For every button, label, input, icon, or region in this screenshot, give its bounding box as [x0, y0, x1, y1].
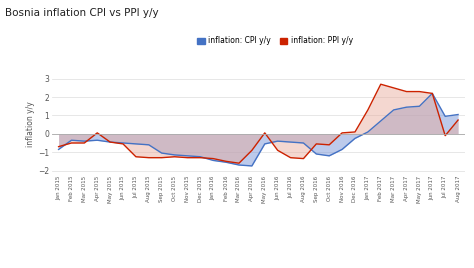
inflation: CPI y/y: (15, -1.75): CPI y/y: (15, -1.75): [249, 164, 255, 168]
inflation: PPI y/y: (28, 2.3): PPI y/y: (28, 2.3): [417, 90, 422, 93]
inflation: CPI y/y: (10, -1.2): CPI y/y: (10, -1.2): [184, 154, 190, 157]
inflation: CPI y/y: (5, -0.5): CPI y/y: (5, -0.5): [120, 142, 126, 145]
inflation: PPI y/y: (31, 0.75): PPI y/y: (31, 0.75): [455, 118, 461, 122]
inflation: CPI y/y: (30, 0.95): CPI y/y: (30, 0.95): [442, 115, 448, 118]
inflation: PPI y/y: (2, -0.5): PPI y/y: (2, -0.5): [82, 142, 87, 145]
inflation: PPI y/y: (7, -1.3): PPI y/y: (7, -1.3): [146, 156, 152, 159]
inflation: CPI y/y: (12, -1.45): CPI y/y: (12, -1.45): [210, 159, 216, 162]
inflation: PPI y/y: (4, -0.45): PPI y/y: (4, -0.45): [107, 140, 113, 144]
inflation: CPI y/y: (0, -0.85): CPI y/y: (0, -0.85): [56, 148, 62, 151]
inflation: CPI y/y: (23, -0.25): CPI y/y: (23, -0.25): [352, 137, 358, 140]
inflation: CPI y/y: (19, -0.5): CPI y/y: (19, -0.5): [301, 142, 306, 145]
inflation: PPI y/y: (27, 2.3): PPI y/y: (27, 2.3): [404, 90, 410, 93]
inflation: PPI y/y: (18, -1.3): PPI y/y: (18, -1.3): [288, 156, 293, 159]
Text: Bosnia inflation CPI vs PPI y/y: Bosnia inflation CPI vs PPI y/y: [5, 8, 158, 18]
inflation: PPI y/y: (22, 0.05): PPI y/y: (22, 0.05): [339, 131, 345, 135]
Line: inflation: PPI y/y: inflation: PPI y/y: [59, 84, 458, 163]
inflation: CPI y/y: (28, 1.5): CPI y/y: (28, 1.5): [417, 105, 422, 108]
inflation: PPI y/y: (15, -0.9): PPI y/y: (15, -0.9): [249, 149, 255, 152]
Line: inflation: CPI y/y: inflation: CPI y/y: [59, 94, 458, 166]
inflation: CPI y/y: (9, -1.15): CPI y/y: (9, -1.15): [172, 153, 177, 157]
inflation: PPI y/y: (10, -1.3): PPI y/y: (10, -1.3): [184, 156, 190, 159]
inflation: PPI y/y: (30, -0.1): PPI y/y: (30, -0.1): [442, 134, 448, 137]
inflation: CPI y/y: (31, 1.05): CPI y/y: (31, 1.05): [455, 113, 461, 116]
inflation: PPI y/y: (6, -1.25): PPI y/y: (6, -1.25): [133, 155, 139, 158]
inflation: CPI y/y: (14, -1.7): CPI y/y: (14, -1.7): [236, 163, 242, 167]
inflation: CPI y/y: (2, -0.4): CPI y/y: (2, -0.4): [82, 140, 87, 143]
inflation: PPI y/y: (0, -0.7): PPI y/y: (0, -0.7): [56, 145, 62, 148]
inflation: CPI y/y: (18, -0.45): CPI y/y: (18, -0.45): [288, 140, 293, 144]
inflation: PPI y/y: (17, -0.9): PPI y/y: (17, -0.9): [275, 149, 281, 152]
inflation: PPI y/y: (9, -1.25): PPI y/y: (9, -1.25): [172, 155, 177, 158]
inflation: CPI y/y: (26, 1.3): CPI y/y: (26, 1.3): [391, 108, 396, 111]
inflation: PPI y/y: (29, 2.2): PPI y/y: (29, 2.2): [429, 92, 435, 95]
inflation: PPI y/y: (13, -1.5): PPI y/y: (13, -1.5): [223, 160, 229, 163]
inflation: PPI y/y: (20, -0.55): PPI y/y: (20, -0.55): [313, 142, 319, 146]
inflation: PPI y/y: (14, -1.6): PPI y/y: (14, -1.6): [236, 162, 242, 165]
inflation: CPI y/y: (7, -0.6): CPI y/y: (7, -0.6): [146, 143, 152, 146]
inflation: CPI y/y: (6, -0.55): CPI y/y: (6, -0.55): [133, 142, 139, 146]
inflation: CPI y/y: (17, -0.4): CPI y/y: (17, -0.4): [275, 140, 281, 143]
inflation: CPI y/y: (24, 0.1): CPI y/y: (24, 0.1): [365, 130, 371, 133]
inflation: PPI y/y: (19, -1.35): PPI y/y: (19, -1.35): [301, 157, 306, 160]
inflation: PPI y/y: (26, 2.5): PPI y/y: (26, 2.5): [391, 86, 396, 90]
inflation: CPI y/y: (21, -1.2): CPI y/y: (21, -1.2): [327, 154, 332, 157]
inflation: PPI y/y: (12, -1.35): PPI y/y: (12, -1.35): [210, 157, 216, 160]
inflation: CPI y/y: (3, -0.35): CPI y/y: (3, -0.35): [94, 139, 100, 142]
inflation: PPI y/y: (23, 0.1): PPI y/y: (23, 0.1): [352, 130, 358, 133]
inflation: CPI y/y: (20, -1.1): CPI y/y: (20, -1.1): [313, 152, 319, 156]
inflation: CPI y/y: (11, -1.25): CPI y/y: (11, -1.25): [198, 155, 203, 158]
inflation: CPI y/y: (4, -0.45): CPI y/y: (4, -0.45): [107, 140, 113, 144]
inflation: CPI y/y: (29, 2.2): CPI y/y: (29, 2.2): [429, 92, 435, 95]
inflation: CPI y/y: (16, -0.55): CPI y/y: (16, -0.55): [262, 142, 268, 146]
Y-axis label: inflation y/y: inflation y/y: [27, 102, 36, 147]
inflation: CPI y/y: (27, 1.45): CPI y/y: (27, 1.45): [404, 106, 410, 109]
inflation: PPI y/y: (24, 1.3): PPI y/y: (24, 1.3): [365, 108, 371, 111]
inflation: CPI y/y: (1, -0.35): CPI y/y: (1, -0.35): [69, 139, 74, 142]
inflation: CPI y/y: (13, -1.55): CPI y/y: (13, -1.55): [223, 161, 229, 164]
inflation: PPI y/y: (21, -0.6): PPI y/y: (21, -0.6): [327, 143, 332, 146]
inflation: CPI y/y: (22, -0.85): CPI y/y: (22, -0.85): [339, 148, 345, 151]
inflation: PPI y/y: (25, 2.7): PPI y/y: (25, 2.7): [378, 83, 383, 86]
Legend: inflation: CPI y/y, inflation: PPI y/y: inflation: CPI y/y, inflation: PPI y/y: [194, 33, 356, 49]
inflation: PPI y/y: (11, -1.3): PPI y/y: (11, -1.3): [198, 156, 203, 159]
inflation: PPI y/y: (3, 0.05): PPI y/y: (3, 0.05): [94, 131, 100, 135]
inflation: CPI y/y: (25, 0.7): CPI y/y: (25, 0.7): [378, 119, 383, 122]
inflation: PPI y/y: (5, -0.55): PPI y/y: (5, -0.55): [120, 142, 126, 146]
inflation: PPI y/y: (1, -0.5): PPI y/y: (1, -0.5): [69, 142, 74, 145]
inflation: PPI y/y: (16, 0.05): PPI y/y: (16, 0.05): [262, 131, 268, 135]
inflation: PPI y/y: (8, -1.3): PPI y/y: (8, -1.3): [159, 156, 164, 159]
inflation: CPI y/y: (8, -1.05): CPI y/y: (8, -1.05): [159, 151, 164, 155]
